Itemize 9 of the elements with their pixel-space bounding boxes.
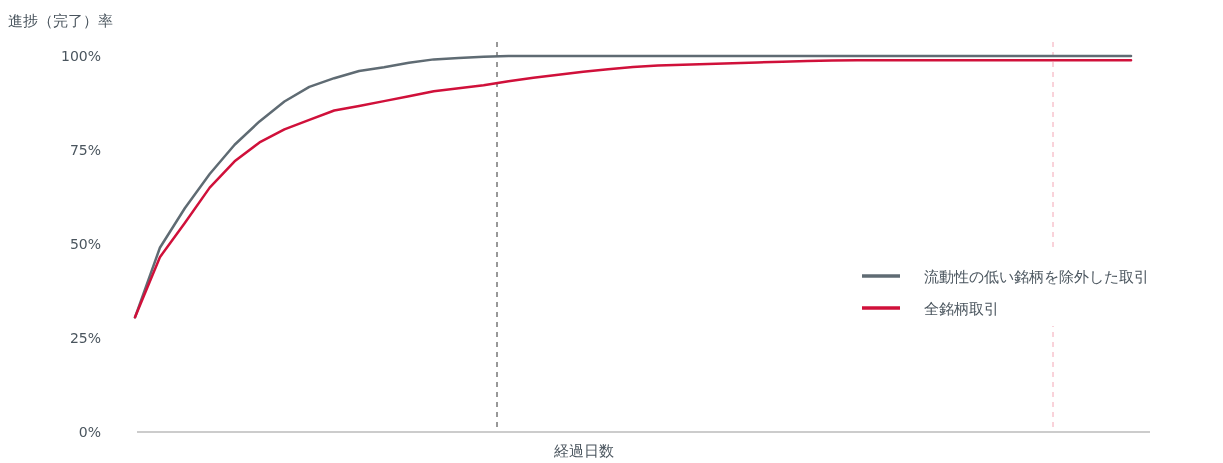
y-tick-label: 75% (69, 142, 101, 158)
y-axis-title: 進捗（完了）率 (8, 12, 113, 30)
y-tick-label: 25% (69, 330, 101, 346)
x-axis-title: 経過日数 (552, 442, 614, 460)
y-tick-label: 0% (78, 424, 101, 440)
legend-label: 全銘柄取引 (924, 300, 999, 318)
legend-label: 流動性の低い銘柄を除外した取引 (924, 268, 1149, 286)
y-tick-label: 100% (60, 48, 101, 64)
y-tick-label: 50% (69, 236, 101, 252)
